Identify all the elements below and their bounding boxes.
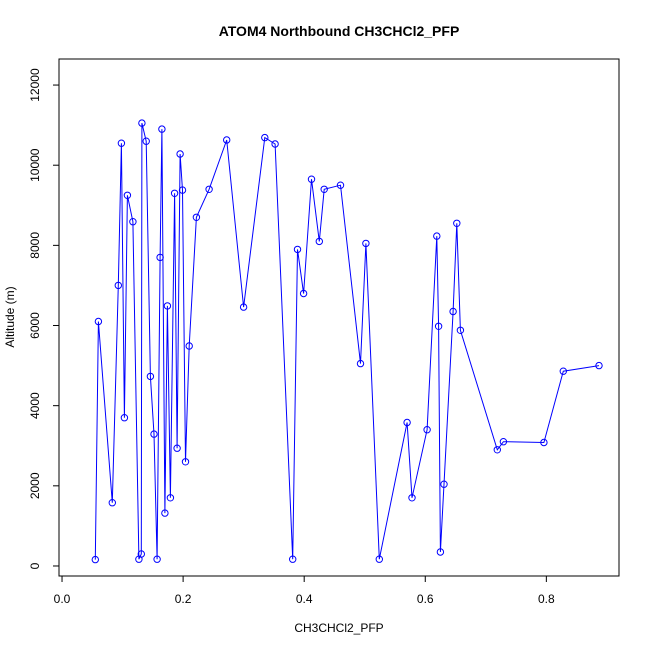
data-point (293, 245, 302, 254)
x-tick-label: 0.6 (417, 592, 434, 606)
data-point (173, 444, 181, 452)
data-point (117, 139, 126, 147)
data-point (559, 367, 567, 375)
data-point (540, 438, 548, 447)
data-point (166, 494, 175, 502)
data-point (434, 322, 443, 330)
x-tick-label: 0.0 (54, 592, 71, 606)
data-point (403, 418, 411, 427)
y-tick-label: 0 (28, 562, 42, 569)
data-point (320, 185, 328, 194)
data-point (185, 342, 193, 350)
data-point (315, 237, 323, 246)
data-point (176, 150, 184, 158)
y-axis-label: Altitude (m) (3, 286, 17, 347)
data-point (261, 133, 269, 142)
data-point (181, 458, 190, 466)
data-point (205, 185, 213, 194)
x-tick-label: 0.4 (296, 592, 313, 606)
x-axis: 0.0 0.2 0.4 0.6 0.8 (54, 575, 555, 606)
data-point (129, 218, 137, 226)
y-tick-label: 6000 (28, 312, 42, 339)
data-point (595, 361, 603, 370)
data-point (239, 303, 248, 311)
data-point (161, 509, 169, 517)
data-point (150, 430, 158, 438)
data-point (362, 239, 370, 248)
y-axis: 0 2000 4000 6000 8000 10000 12000 (28, 68, 60, 569)
data-point (94, 317, 103, 326)
data-point (336, 181, 345, 189)
data-point (192, 213, 201, 222)
data-point (289, 555, 297, 563)
data-point (408, 494, 416, 502)
data-point (440, 480, 448, 488)
data-point (493, 446, 501, 454)
y-tick-label: 4000 (28, 392, 42, 419)
data-point (271, 140, 279, 148)
data-point (356, 359, 365, 368)
data-point (153, 555, 161, 563)
data-point (433, 232, 441, 240)
data-point (158, 125, 166, 133)
data-point (453, 219, 461, 228)
chart-title: ATOM4 Northbound CH3CHCl2_PFP (219, 23, 460, 39)
series-line (94, 122, 600, 560)
data-point (449, 307, 457, 316)
x-axis-label: CH3CHCl2_PFP (294, 621, 383, 635)
data-point (114, 281, 123, 290)
x-tick-label: 0.8 (538, 592, 555, 606)
data-point (456, 326, 465, 334)
x-tick-label: 0.2 (175, 592, 192, 606)
data-point (375, 555, 383, 563)
data-point (178, 186, 187, 194)
data-point (423, 426, 431, 434)
data-point (138, 119, 146, 127)
data-point (499, 438, 508, 446)
data-point (146, 372, 155, 381)
data-point (120, 414, 129, 422)
y-tick-label: 12000 (28, 68, 42, 102)
data-point (108, 499, 117, 507)
data-point (299, 289, 308, 298)
data-point (163, 302, 172, 310)
data-point (142, 137, 150, 145)
data-point (223, 136, 231, 144)
y-tick-label: 10000 (28, 148, 42, 182)
data-point (436, 548, 445, 556)
data-point (307, 175, 316, 183)
data-point (91, 555, 100, 564)
y-tick-label: 2000 (28, 472, 42, 499)
data-point (137, 550, 146, 558)
series-layer (91, 119, 603, 564)
data-point (156, 253, 164, 262)
data-point (123, 191, 132, 200)
y-tick-label: 8000 (28, 232, 42, 259)
data-point (170, 189, 179, 198)
